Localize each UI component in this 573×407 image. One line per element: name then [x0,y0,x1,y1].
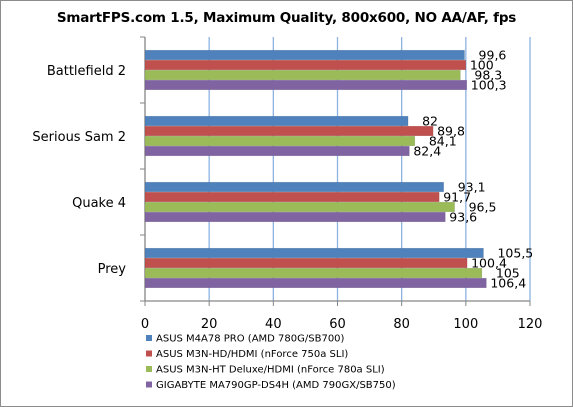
x-tick-label: 120 [518,317,543,332]
x-tick-label: 100 [453,317,478,332]
category-label: Battlefield 2 [47,64,126,79]
data-label: 89,8 [437,123,465,138]
bar [144,115,409,127]
bar [144,79,468,91]
data-label: 82 [422,113,438,128]
x-tick-label: 80 [393,317,410,332]
category-label: Serious Sam 2 [32,130,126,145]
legend-swatch [146,366,152,372]
bar [144,135,416,147]
data-label: 105,5 [497,245,533,260]
category-label: Prey [98,262,127,277]
data-label: 96,5 [469,199,497,214]
bar [144,181,444,193]
bar [144,49,465,61]
data-label: 100 [470,57,494,72]
bar [144,201,455,213]
bar [144,247,484,259]
data-label: 99,6 [479,47,507,62]
x-tick-label: 0 [141,317,149,332]
x-tick-label: 60 [329,317,346,332]
bar [144,211,446,223]
legend-swatch [146,335,152,341]
legend-entry: GIGABYTE MA790GP-DS4H (AMD 790GX/SB750) [156,380,396,391]
data-label: 93,6 [449,209,477,224]
data-label: 100,4 [471,255,507,270]
chart-title: SmartFPS.com 1.5, Maximum Quality, 800x6… [56,10,517,26]
bar [144,277,487,289]
x-tick-label: 40 [265,317,282,332]
legend-entry: ASUS M3N-HD/HDMI (nForce 750a SLI) [156,349,348,360]
x-tick-label: 20 [201,317,218,332]
bar [144,145,410,157]
data-label: 91,7 [443,189,471,204]
bar [144,125,434,137]
legend-entry: ASUS M3N-HT Deluxe/HDMI (nForce 780a SLI… [156,365,385,376]
data-label: 105 [496,265,520,280]
legend-swatch [146,381,152,388]
bar [144,191,440,203]
data-label: 93,1 [458,179,486,194]
data-label: 82,4 [413,143,441,158]
data-label: 84,1 [429,133,457,148]
data-label: 100,3 [471,77,507,92]
bar [144,59,467,71]
bar [144,267,483,279]
data-label: 106,4 [490,275,526,290]
data-label: 98,3 [474,67,502,82]
legend-entry: ASUS M4A78 PRO (AMD 780G/SB700) [156,334,345,345]
bar [144,69,461,81]
bar [144,257,468,269]
category-label: Quake 4 [72,196,126,211]
legend-swatch [146,350,152,357]
